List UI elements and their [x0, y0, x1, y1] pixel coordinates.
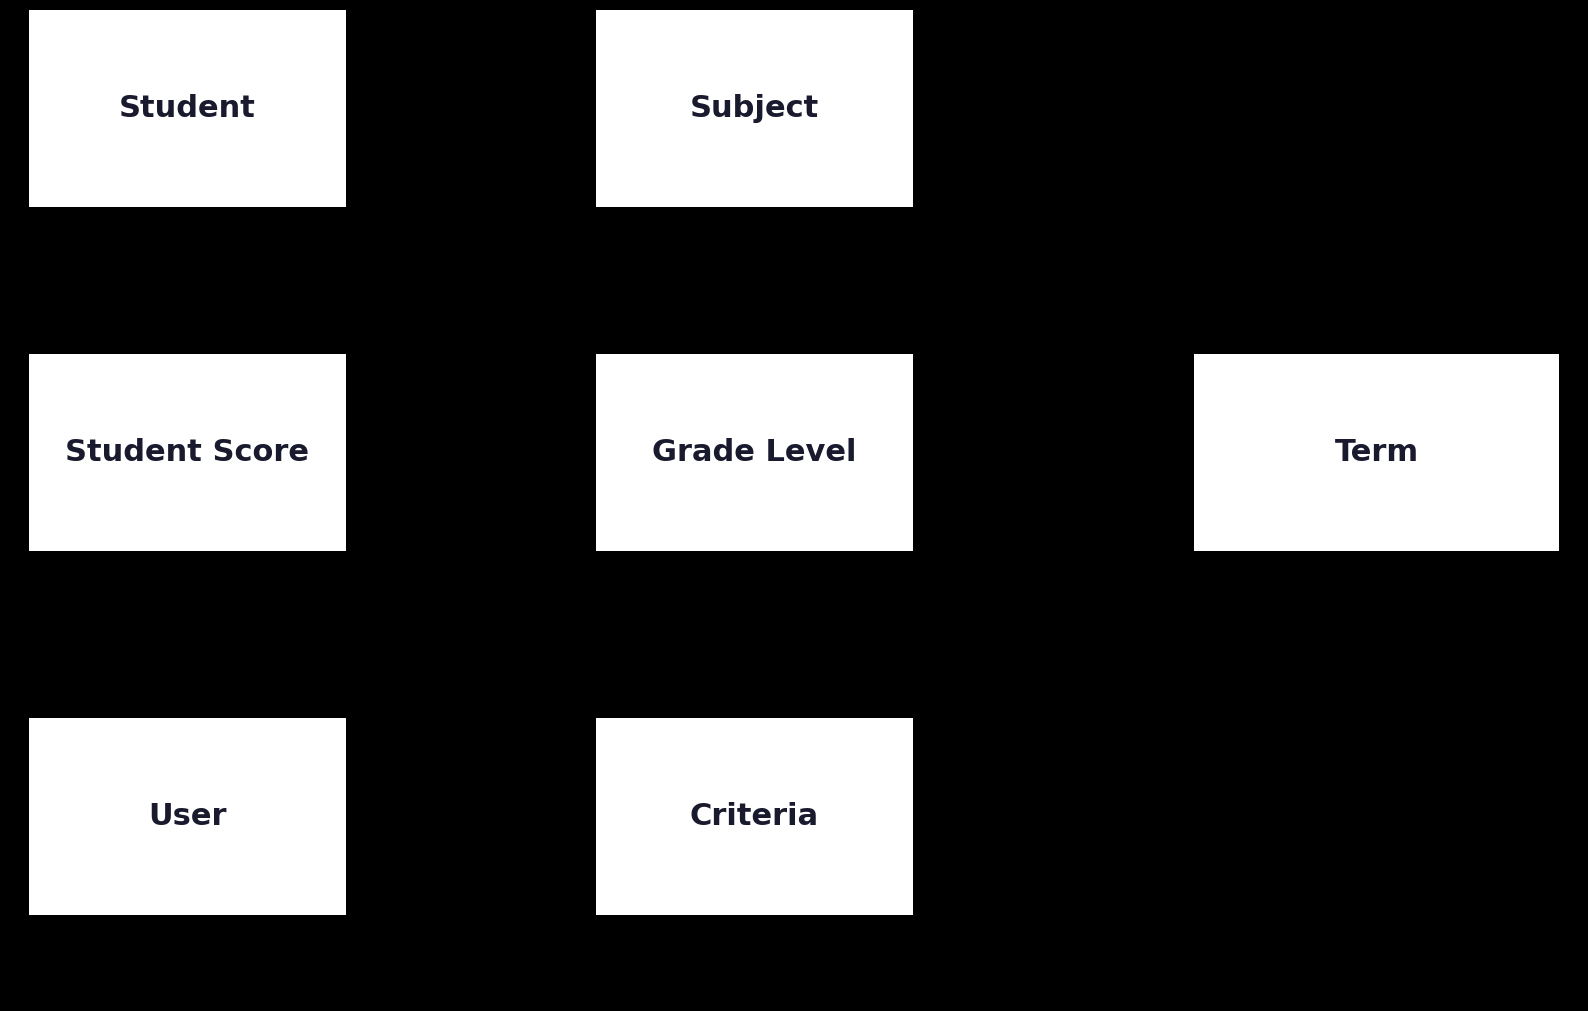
FancyBboxPatch shape	[29, 354, 346, 551]
Text: Grade Level: Grade Level	[653, 438, 856, 467]
FancyBboxPatch shape	[596, 10, 913, 207]
FancyBboxPatch shape	[596, 354, 913, 551]
Text: Student: Student	[119, 94, 256, 123]
FancyBboxPatch shape	[1194, 354, 1559, 551]
Text: Term: Term	[1336, 438, 1418, 467]
FancyBboxPatch shape	[29, 10, 346, 207]
Text: Student Score: Student Score	[65, 438, 310, 467]
Text: Subject: Subject	[689, 94, 819, 123]
FancyBboxPatch shape	[596, 718, 913, 915]
Text: User: User	[148, 802, 227, 831]
FancyBboxPatch shape	[29, 718, 346, 915]
Text: Criteria: Criteria	[689, 802, 819, 831]
